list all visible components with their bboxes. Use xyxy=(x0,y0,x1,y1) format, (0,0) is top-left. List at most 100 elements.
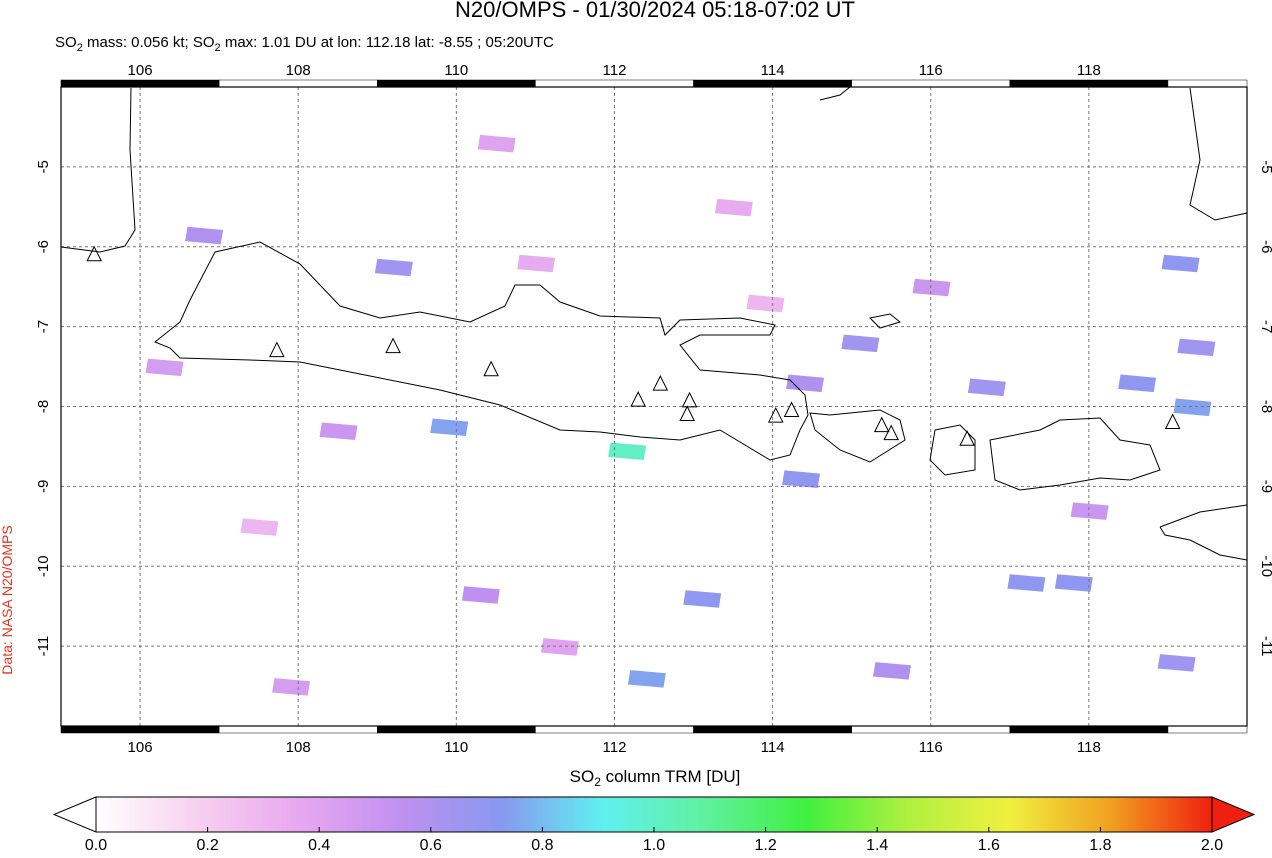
x-tick-label: 110 xyxy=(444,739,468,756)
coastline xyxy=(154,241,809,461)
x-tick-label: 118 xyxy=(1077,62,1101,79)
so2-pixel xyxy=(319,422,358,441)
coastline xyxy=(868,313,902,329)
frame-bar xyxy=(1167,79,1248,88)
volcano xyxy=(652,375,669,391)
volcano xyxy=(873,416,890,433)
y-tick-label: -8 xyxy=(35,400,52,413)
volcano xyxy=(883,424,900,441)
subtitle-sub: 2 xyxy=(215,42,221,54)
so2-pixel xyxy=(1157,654,1196,672)
y-tick-label: -7 xyxy=(35,320,52,333)
so2-pixel xyxy=(786,374,824,393)
so2-pixel xyxy=(1054,574,1093,592)
frame-bar xyxy=(1167,725,1248,734)
frame-bar xyxy=(535,725,694,734)
colorbar-tick-label: 0.4 xyxy=(308,837,330,853)
so2-pixel xyxy=(873,662,911,680)
colorbar-tick-label: 1.8 xyxy=(1089,837,1111,853)
y-tick-label: -10 xyxy=(1258,555,1272,577)
frame-bar xyxy=(693,79,852,88)
subtitle-part: mass: 0.056 kt; SO xyxy=(83,34,215,51)
colorbar-label-part: column TRM [DU] xyxy=(601,767,741,786)
x-tick-label: 114 xyxy=(761,62,785,79)
x-tick-label: 108 xyxy=(286,739,311,756)
so2-pixel xyxy=(1118,374,1157,393)
subtitle-part: SO xyxy=(55,34,77,51)
volcano xyxy=(783,401,800,417)
so2-pixel xyxy=(912,278,951,297)
y-tick-label: -6 xyxy=(1258,240,1272,253)
coastline xyxy=(819,86,851,101)
y-tick-label: -10 xyxy=(35,555,52,577)
colorbar-tick-label: 0.0 xyxy=(85,837,107,853)
map-area xyxy=(61,87,1247,726)
frame-bar xyxy=(218,79,378,88)
x-tick-label: 106 xyxy=(128,739,153,756)
frame-bar xyxy=(851,725,1011,734)
coastline xyxy=(1159,504,1248,528)
so2-pixel xyxy=(1161,254,1200,273)
so2-pixel xyxy=(477,134,516,153)
coastline xyxy=(1159,526,1248,561)
colorbar-ramp xyxy=(95,796,1213,833)
volcano xyxy=(86,245,103,262)
credit: Data: NASA N20/OMPS xyxy=(0,525,15,674)
colorbar-tick-label: 2.0 xyxy=(1201,837,1223,853)
colorbar-label-part: SO xyxy=(570,767,595,786)
x-tick-label: 112 xyxy=(603,62,627,79)
so2-pixel xyxy=(1173,398,1212,417)
frame-bar xyxy=(60,79,220,88)
colorbar-tick-label: 1.4 xyxy=(866,837,888,853)
volcano xyxy=(767,406,784,423)
so2-pixel xyxy=(1007,574,1046,592)
so2-pixel xyxy=(746,294,785,313)
title: N20/OMPS - 01/30/2024 05:18-07:02 UT xyxy=(455,0,855,22)
y-tick-label: -8 xyxy=(1258,400,1272,413)
x-tick-label: 116 xyxy=(919,739,943,756)
volcano xyxy=(385,337,401,354)
coastline xyxy=(809,409,906,463)
so2-pixel xyxy=(841,334,880,353)
x-tick-label: 108 xyxy=(286,62,311,79)
coastline xyxy=(1189,87,1248,221)
subtitle-part: max: 1.01 DU at lon: 112.18 lat: -8.55 ;… xyxy=(221,34,554,51)
so2-pixel xyxy=(782,470,821,488)
y-tick-label: -11 xyxy=(1258,636,1272,657)
coastline xyxy=(989,417,1161,491)
frame-bar xyxy=(851,79,1011,88)
map-background xyxy=(61,87,1247,726)
volcano xyxy=(681,391,698,408)
so2-pixel xyxy=(272,678,311,696)
x-tick-label: 116 xyxy=(919,62,943,79)
so2-pixel xyxy=(517,254,556,273)
colorbar-tick-label: 1.2 xyxy=(754,837,776,853)
x-tick-label: 114 xyxy=(761,739,785,756)
so2-pixel xyxy=(145,358,184,377)
volcano xyxy=(483,360,499,377)
so2-pixel xyxy=(540,638,579,656)
coastline xyxy=(929,424,976,476)
colorbar-tick-label: 1.6 xyxy=(978,837,1000,853)
y-tick-label: -9 xyxy=(35,480,52,493)
colorbar-tick-label: 0.6 xyxy=(420,837,442,853)
frame-border xyxy=(60,86,1248,727)
coastline xyxy=(60,87,136,253)
colorbar-extend-high xyxy=(1211,796,1256,833)
colorbar: 0.0 0.2 0.4 0.6 0.8 1.0 1.2 1.4 1.6 1.8 2.0 xyxy=(52,796,1256,854)
y-tick-label: -11 xyxy=(35,636,52,657)
volcano xyxy=(630,390,646,407)
y-tick-label: -5 xyxy=(35,160,52,173)
frame-bar xyxy=(1009,79,1169,88)
so2-pixel xyxy=(461,586,500,604)
colorbar-extend-low xyxy=(52,796,97,833)
volcano xyxy=(269,341,285,358)
x-tick-label: 112 xyxy=(603,739,627,756)
colorbar-tick-label: 0.2 xyxy=(196,837,218,853)
frame-bar xyxy=(535,79,694,88)
frame-bar xyxy=(377,725,536,734)
frame-bar xyxy=(60,725,220,734)
colorbar-tick-label: 0.8 xyxy=(531,837,553,853)
y-tick-label: -6 xyxy=(35,240,52,253)
so2-pixel xyxy=(967,378,1006,397)
